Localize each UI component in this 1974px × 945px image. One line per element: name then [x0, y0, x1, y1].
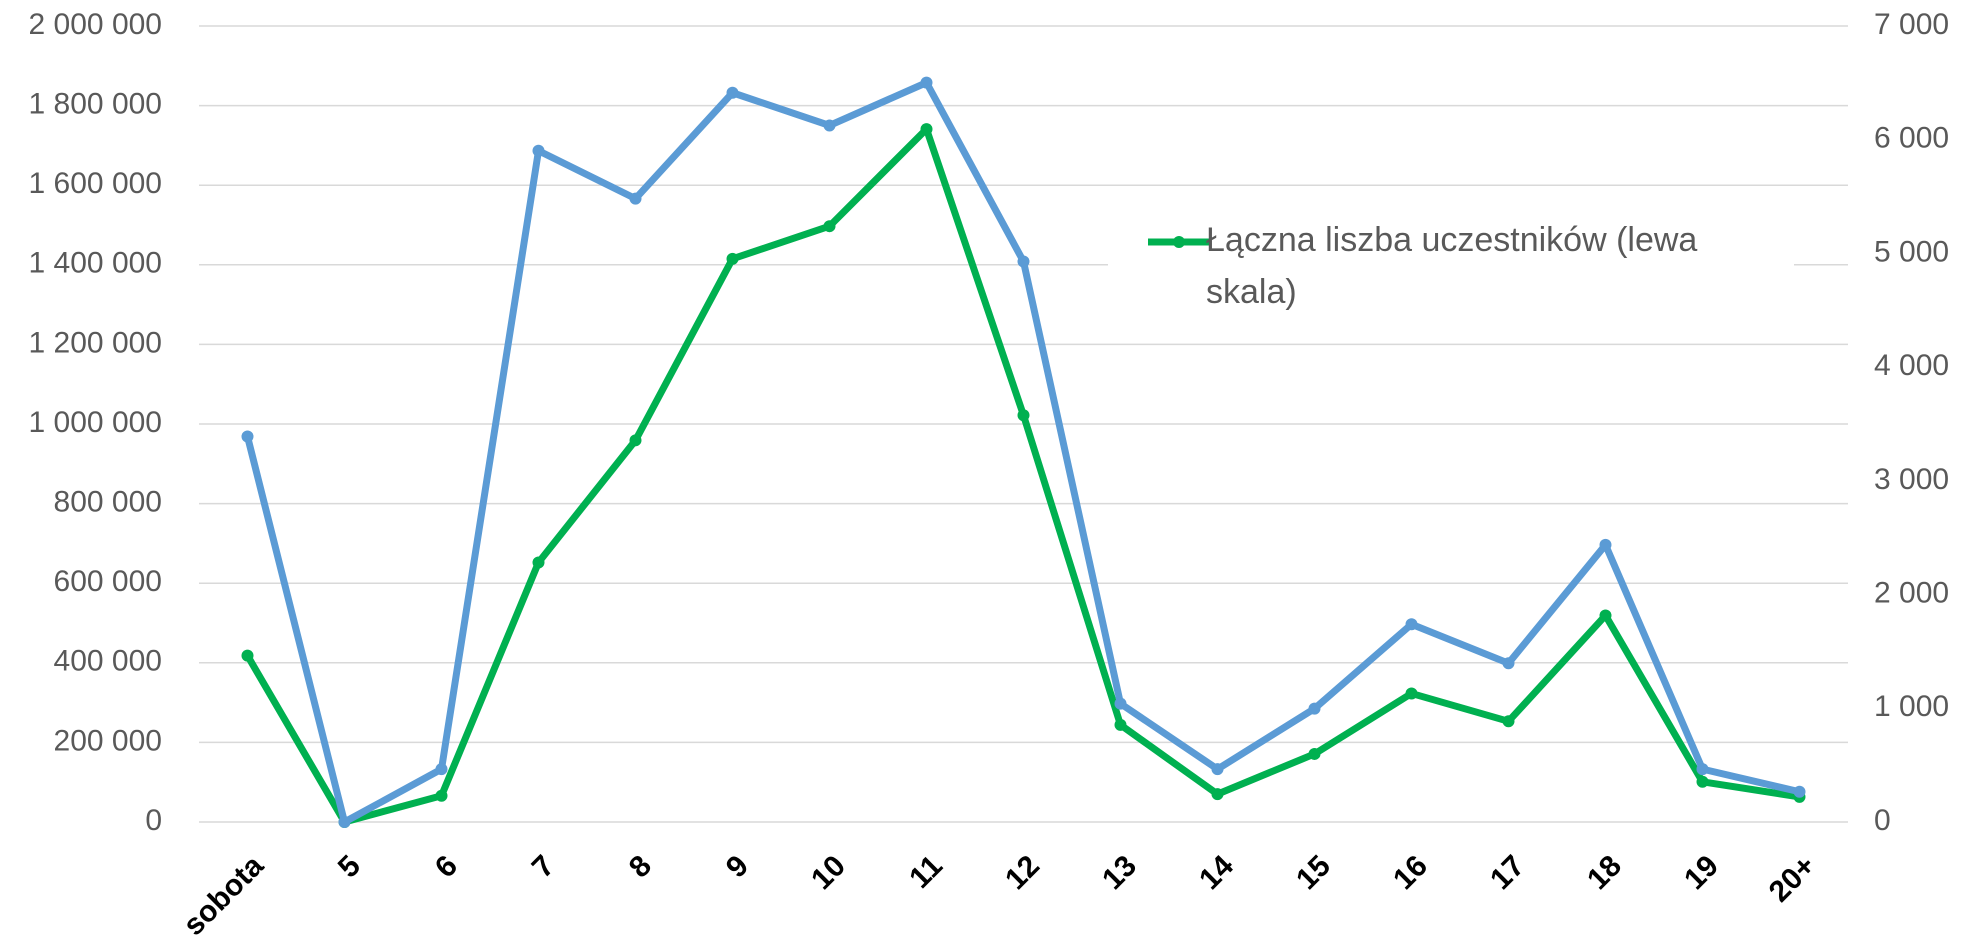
legend: Łączna liszba uczestników (lewa skala) — [1206, 221, 1698, 311]
point — [726, 252, 739, 265]
point — [532, 144, 545, 157]
point — [726, 86, 739, 99]
x-tick-label: 15 — [1290, 849, 1337, 896]
x-tick-label: 14 — [1193, 849, 1240, 896]
x-tick-label: 16 — [1387, 849, 1434, 896]
y2-tick-label: 1 000 — [1874, 690, 1949, 723]
legend-bg — [1108, 225, 1794, 325]
point — [1017, 255, 1030, 268]
y-tick-label: 2 000 000 — [29, 8, 162, 41]
y-tick-label: 1 400 000 — [29, 247, 162, 280]
point — [1502, 715, 1515, 728]
x-tick-label: 10 — [805, 849, 852, 896]
point — [1017, 409, 1030, 422]
point — [1114, 697, 1127, 710]
y2-tick-label: 6 000 — [1874, 122, 1949, 155]
x-tick-label: 12 — [999, 849, 1046, 896]
point — [1405, 687, 1418, 700]
point — [823, 119, 836, 132]
point — [1308, 747, 1321, 760]
y-tick-label: 400 000 — [54, 645, 162, 678]
point — [629, 192, 642, 205]
y2-tick-label: 0 — [1874, 804, 1891, 837]
x-tick-label: 18 — [1581, 849, 1628, 896]
point — [823, 220, 836, 233]
y2-tick-label: 4 000 — [1874, 349, 1949, 382]
y2-tick-label: 3 000 — [1874, 463, 1949, 496]
point — [435, 763, 448, 776]
y-tick-label: 1 200 000 — [29, 326, 162, 359]
x-tick-label: sobota — [177, 849, 270, 942]
y-tick-label: 1 600 000 — [29, 167, 162, 200]
point — [1793, 785, 1806, 798]
y2-tick-label: 2 000 — [1874, 576, 1949, 609]
x-tick-label: 13 — [1096, 849, 1143, 896]
point — [1211, 763, 1224, 776]
x-tick-label: 8 — [623, 849, 658, 884]
y-tick-label: 800 000 — [54, 486, 162, 519]
x-tick-label: 20+ — [1763, 849, 1822, 908]
x-tick-label: 6 — [429, 849, 464, 884]
legend-label: Łączna liszba uczestników (lewa skala) — [1206, 221, 1698, 311]
point — [1405, 618, 1418, 631]
x-tick-label: 19 — [1678, 849, 1725, 896]
point — [1502, 657, 1515, 670]
point — [920, 76, 933, 89]
point — [1599, 538, 1612, 551]
y2-tick-label: 7 000 — [1874, 8, 1949, 41]
point — [338, 816, 351, 828]
y-tick-label: 1 000 000 — [29, 406, 162, 439]
x-tick-label: 9 — [720, 849, 755, 884]
y-tick-label: 600 000 — [54, 565, 162, 598]
point — [241, 430, 254, 443]
x-tick-label: 11 — [903, 849, 949, 895]
x-tick-label: 7 — [526, 849, 561, 884]
point — [435, 789, 448, 802]
legend-marker — [1173, 236, 1185, 248]
y-tick-label: 200 000 — [54, 724, 162, 757]
point — [532, 556, 545, 569]
y-tick-label: 1 800 000 — [29, 88, 162, 121]
point — [1308, 702, 1321, 715]
point — [920, 123, 933, 136]
point — [1696, 763, 1709, 776]
y-tick-label: 0 — [145, 804, 162, 837]
point — [1696, 775, 1709, 788]
point — [241, 649, 254, 662]
point — [1114, 718, 1127, 731]
y2-tick-label: 5 000 — [1874, 235, 1949, 268]
x-tick-label: 17 — [1484, 849, 1531, 896]
x-tick-label: 5 — [332, 849, 367, 884]
point — [629, 434, 642, 447]
point — [1599, 609, 1612, 622]
point — [1211, 788, 1224, 801]
